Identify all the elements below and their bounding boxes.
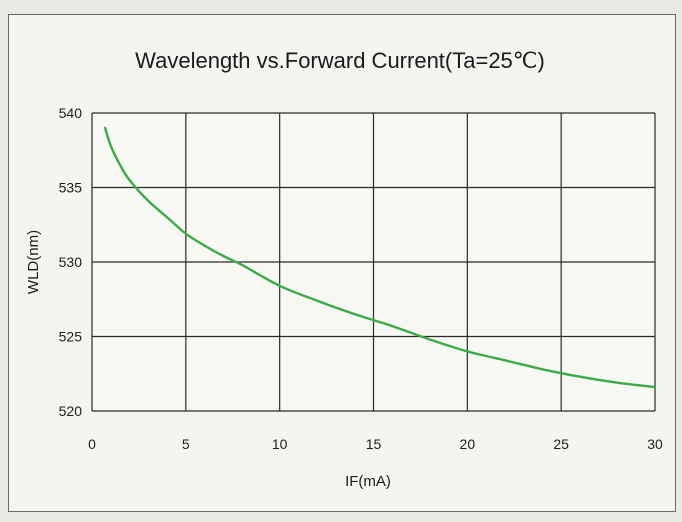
grid-lines: [91, 112, 656, 412]
y-tick-label: 535: [59, 180, 83, 196]
y-tick-label: 525: [59, 329, 83, 345]
x-axis-label: IF(mA): [345, 473, 391, 490]
y-tick-label: 540: [59, 105, 83, 121]
y-tick-label: 520: [59, 403, 83, 419]
y-axis-label: WLD(nm): [25, 230, 42, 294]
x-tick-label: 15: [366, 436, 382, 452]
x-tick-label: 25: [553, 436, 569, 452]
series-group: [103, 126, 657, 389]
y-tick-label: 530: [59, 254, 83, 270]
x-tick-label: 30: [647, 436, 663, 452]
tick-labels: 0 5 10 15 20 25 30 520 525 530 535 540: [59, 105, 663, 452]
x-tick-label: 10: [272, 436, 288, 452]
x-tick-label: 5: [182, 436, 190, 452]
chart-title: Wavelength vs.Forward Current(Ta=25℃): [135, 48, 545, 73]
x-tick-label: 20: [460, 436, 476, 452]
series-line: [103, 126, 657, 389]
x-tick-label: 0: [88, 436, 96, 452]
